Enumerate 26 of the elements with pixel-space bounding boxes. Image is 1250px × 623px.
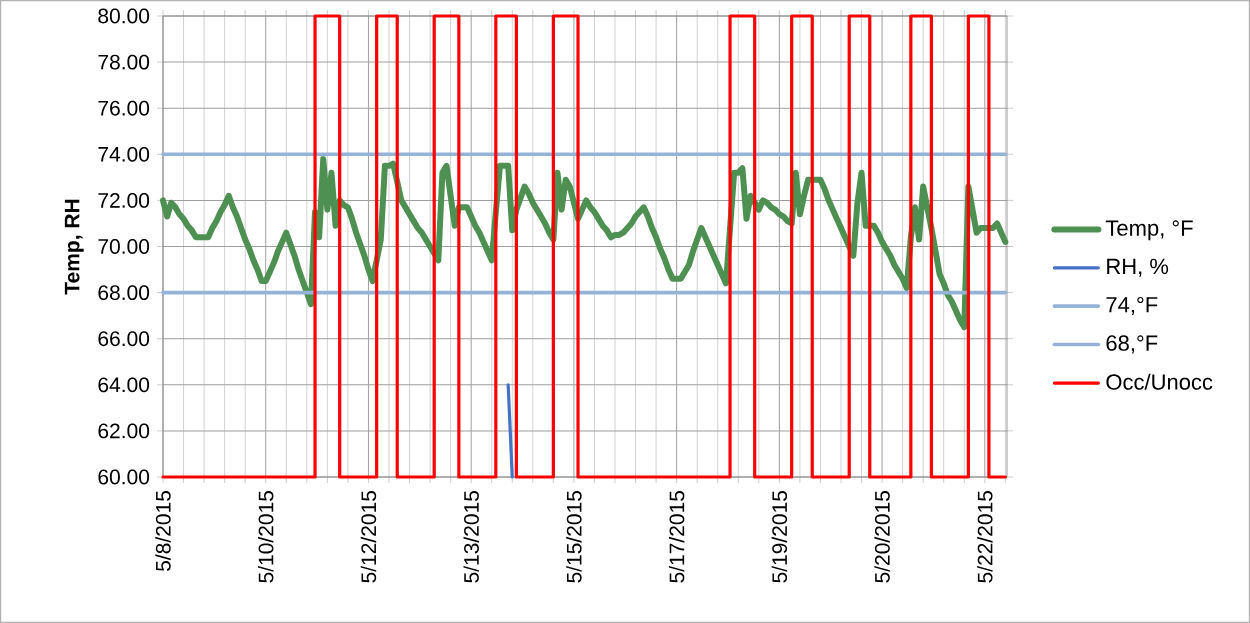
y-tick-label: 72.00 [98, 192, 150, 208]
x-tick-label: 5/20/2015 [874, 490, 890, 583]
legend-label: Occ/Unocc [1106, 373, 1213, 390]
y-tick-label: 78.00 [98, 54, 150, 70]
y-tick-label: 64.00 [98, 377, 150, 393]
y-tick-label: 76.00 [98, 100, 150, 116]
x-tick-label: 5/10/2015 [258, 490, 274, 583]
x-tick-label: 5/8/2015 [155, 490, 171, 571]
y-axis-title: Temp, RH [64, 199, 84, 295]
legend-label: 68,°F [1106, 335, 1158, 354]
y-tick-label: 68.00 [98, 285, 150, 301]
legend-label: Temp, °F [1105, 220, 1193, 241]
y-tick-label: 60.00 [98, 469, 150, 485]
y-tick-label: 66.00 [98, 331, 150, 347]
x-tick-label: 5/12/2015 [360, 490, 377, 583]
y-tick-label: 74.00 [98, 146, 150, 162]
legend-label: RH, % [1107, 258, 1169, 277]
x-tick-label: 5/17/2015 [668, 490, 685, 583]
x-tick-label: 5/15/2015 [566, 490, 582, 583]
y-tick-label: 80.00 [98, 8, 150, 24]
y-tick-label: 70.00 [98, 239, 150, 254]
x-tick-label: 5/22/2015 [977, 490, 993, 583]
legend-label: 74,°F [1106, 296, 1158, 316]
x-tick-label: 5/19/2015 [771, 490, 788, 583]
x-tick-label: 5/13/2015 [463, 490, 479, 583]
y-tick-label: 62.00 [98, 423, 150, 439]
